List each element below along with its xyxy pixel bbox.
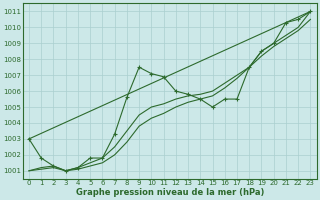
- X-axis label: Graphe pression niveau de la mer (hPa): Graphe pression niveau de la mer (hPa): [76, 188, 264, 197]
